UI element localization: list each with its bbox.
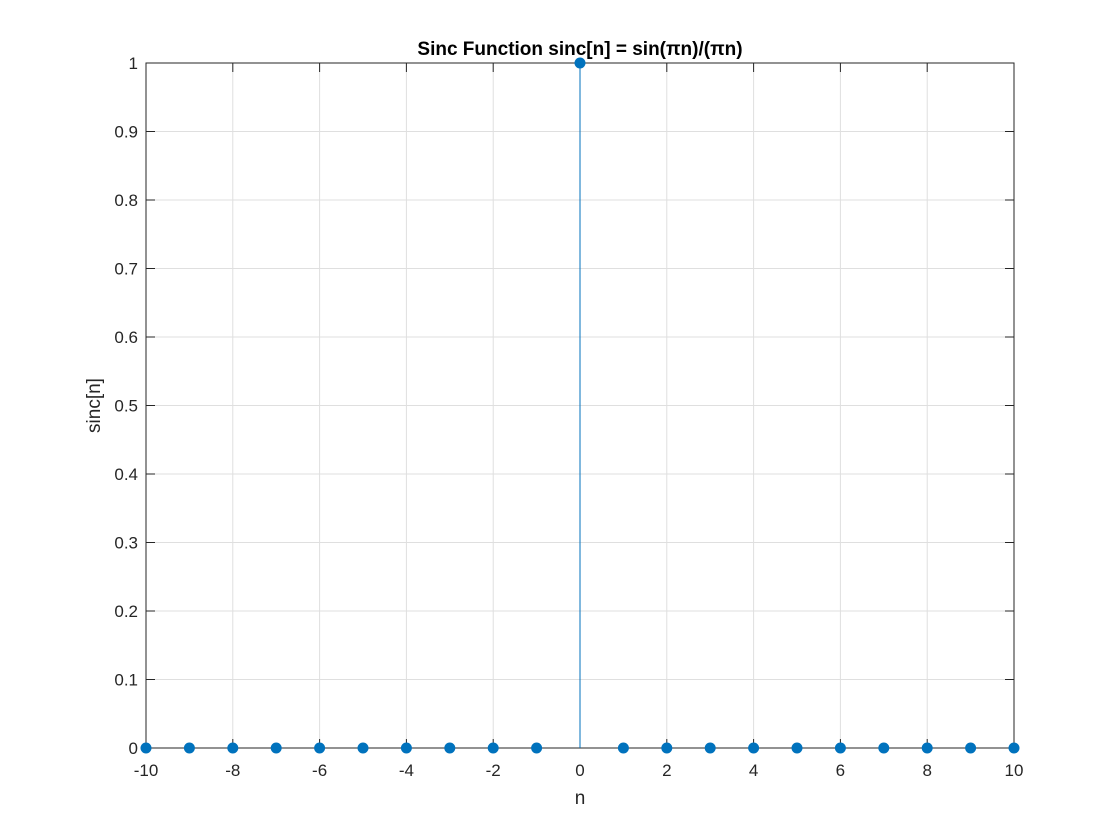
x-tick-labels: -10 -8 -6 -4 -2 0 2 4 6 8 10 — [134, 761, 1024, 780]
chart-title: Sinc Function sinc[n] = sin(πn)/(πn) — [417, 39, 742, 60]
y-tick-label: 0.4 — [114, 465, 138, 484]
stem-marker — [357, 742, 369, 754]
stem-marker — [531, 742, 543, 754]
stem-marker — [227, 742, 239, 754]
x-tick-label: -10 — [134, 761, 159, 780]
y-tick-label: 0.6 — [114, 328, 138, 347]
y-tick-label: 0 — [129, 739, 138, 758]
stem-marker — [183, 742, 195, 754]
x-axis-label: n — [575, 788, 586, 809]
stem-marker — [1008, 742, 1020, 754]
stem-marker — [704, 742, 716, 754]
x-tick-label: -6 — [312, 761, 327, 780]
stem-marker — [661, 742, 673, 754]
x-tick-label: 0 — [575, 761, 584, 780]
stem-marker — [617, 742, 629, 754]
x-tick-label: 10 — [1005, 761, 1024, 780]
stem-marker — [314, 742, 326, 754]
stem-marker — [444, 742, 456, 754]
x-tick-label: 6 — [836, 761, 845, 780]
y-tick-label: 0.2 — [114, 602, 138, 621]
x-tick-label: -4 — [399, 761, 414, 780]
y-tick-label: 0.5 — [114, 397, 138, 416]
stem-marker — [965, 742, 977, 754]
x-tick-label: -2 — [486, 761, 501, 780]
y-tick-label: 1 — [129, 54, 138, 73]
stem-marker — [921, 742, 933, 754]
stem-marker — [834, 742, 846, 754]
y-tick-label: 0.3 — [114, 534, 138, 553]
stem-marker — [878, 742, 890, 754]
stem-marker — [140, 742, 152, 754]
x-tick-label: 2 — [662, 761, 671, 780]
stem-marker — [270, 742, 282, 754]
stem-series — [140, 57, 1020, 754]
y-tick-labels: 0 0.1 0.2 0.3 0.4 0.5 0.6 0.7 0.8 0.9 1 — [114, 54, 138, 758]
stem-marker — [487, 742, 499, 754]
x-tick-label: 8 — [922, 761, 931, 780]
x-tick-label: -8 — [225, 761, 240, 780]
y-tick-label: 0.7 — [114, 260, 138, 279]
y-axis-label: sinc[n] — [84, 378, 105, 433]
y-tick-label: 0.9 — [114, 123, 138, 142]
stem-marker — [748, 742, 760, 754]
stem-marker — [791, 742, 803, 754]
y-tick-label: 0.8 — [114, 191, 138, 210]
stem-marker — [400, 742, 412, 754]
x-tick-label: 4 — [749, 761, 758, 780]
y-tick-label: 0.1 — [114, 671, 138, 690]
stem-marker — [574, 57, 586, 69]
